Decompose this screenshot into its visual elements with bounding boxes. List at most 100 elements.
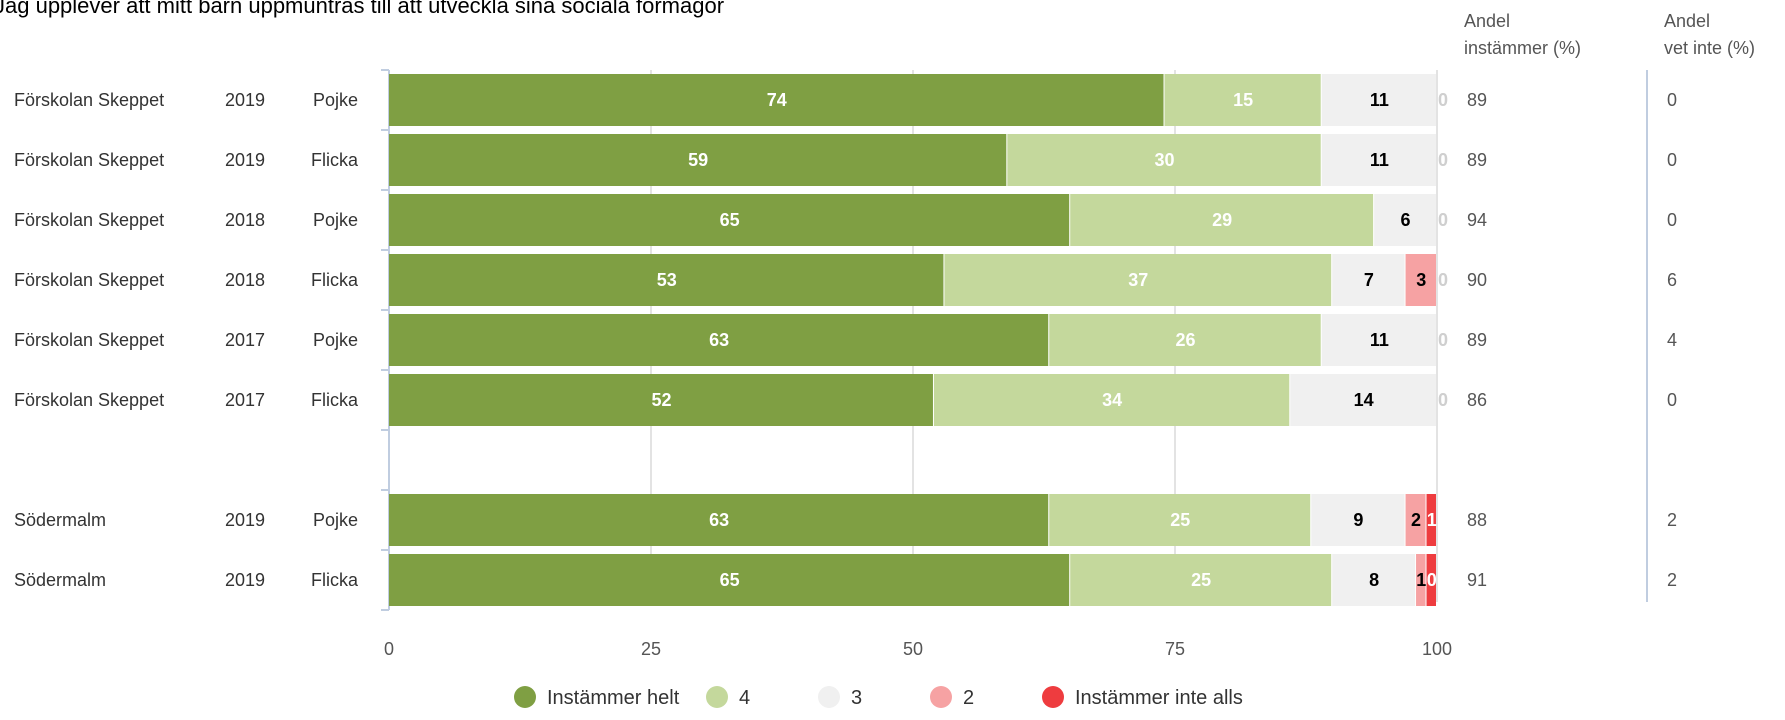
data-label: 0 [1438, 330, 1448, 350]
legend-label: 3 [851, 687, 862, 709]
agree-value: 90 [1467, 270, 1487, 290]
bar-segment [1164, 74, 1321, 126]
row-label-gender: Flicka [311, 270, 359, 290]
bar-segment [1311, 494, 1405, 546]
data-label: 0 [1438, 210, 1448, 230]
x-tick-label: 25 [641, 639, 661, 659]
bar-segment [1426, 494, 1436, 546]
data-label: 52 [651, 390, 671, 410]
data-label: 63 [709, 510, 729, 530]
bar-segment [1405, 494, 1426, 546]
data-label: 26 [1175, 330, 1195, 350]
row-label-unit: Förskolan Skeppet [14, 390, 164, 410]
bar-segment [1405, 254, 1436, 306]
legend-label: 2 [963, 687, 974, 709]
row-label-unit: Förskolan Skeppet [14, 150, 164, 170]
bar-segment [389, 554, 1070, 606]
row-label-year: 2019 [225, 570, 265, 590]
legend-marker [706, 686, 728, 708]
legend-label: Instämmer inte alls [1075, 687, 1243, 709]
data-label: 53 [657, 270, 677, 290]
data-label: 29 [1212, 210, 1232, 230]
row-label-unit: Södermalm [14, 510, 106, 530]
legend-marker [930, 686, 952, 708]
bar-segment [389, 134, 1007, 186]
agree-column-header-line1: Andel [1464, 11, 1510, 31]
data-label: 59 [688, 150, 708, 170]
legend-label: Instämmer helt [547, 687, 680, 709]
data-label: 11 [1370, 150, 1389, 170]
data-label: 37 [1128, 270, 1148, 290]
unknown-column-header-line2: vet inte (%) [1664, 38, 1755, 58]
bar-area: 74 15 11 059 30 11 065 29 6 053 37 7 3 063 26 11 052 34 14… [389, 74, 1448, 606]
unknown-value: 2 [1667, 570, 1677, 590]
agree-value: 94 [1467, 210, 1487, 230]
legend-marker [1042, 686, 1064, 708]
data-label: 11 [1370, 90, 1389, 110]
row-label-unit: Förskolan Skeppet [14, 270, 164, 290]
legend-marker [818, 686, 840, 708]
data-label: 0 [1438, 150, 1448, 170]
row-label-gender: Pojke [313, 330, 358, 350]
data-label: 25 [1191, 570, 1211, 590]
data-label: 11 [1370, 330, 1389, 350]
bar-segment [1070, 194, 1374, 246]
row-label-unit: Förskolan Skeppet [14, 330, 164, 350]
data-label: 1 [1416, 570, 1426, 590]
unknown-value: 0 [1667, 390, 1677, 410]
bar-segment [1321, 74, 1436, 126]
bar-segment [1049, 314, 1321, 366]
row-label-year: 2018 [225, 270, 265, 290]
row-label-gender: Pojke [313, 510, 358, 530]
data-label: 74 [767, 90, 787, 110]
data-label: 63 [709, 330, 729, 350]
bar-segment [389, 254, 944, 306]
row-label-year: 2019 [225, 150, 265, 170]
data-label: 65 [720, 570, 740, 590]
legend: Instämmer helt 4 3 2 Instämmer inte alls [514, 686, 1243, 709]
bar-segment [1070, 554, 1332, 606]
bar-segment [1007, 134, 1321, 186]
data-label: 8 [1369, 570, 1379, 590]
x-tick-label: 0 [384, 639, 394, 659]
x-axis-ticks: 0 25 50 75 100 [384, 639, 1452, 659]
bar-segment [389, 314, 1049, 366]
bar-segment [1321, 134, 1436, 186]
bar-segment [389, 194, 1070, 246]
row-label-unit: Förskolan Skeppet [14, 90, 164, 110]
data-label: 2 [1411, 510, 1421, 530]
row-label-gender: Pojke [313, 90, 358, 110]
row-label-year: 2019 [225, 510, 265, 530]
data-label: 7 [1364, 270, 1374, 290]
data-label: 3 [1416, 270, 1426, 290]
unknown-value: 2 [1667, 510, 1677, 530]
data-label: 15 [1233, 90, 1253, 110]
agree-value: 91 [1467, 570, 1487, 590]
x-tick-label: 50 [903, 639, 923, 659]
bar-segment [1290, 374, 1436, 426]
row-labels: Förskolan Skeppet 2019 Pojke Förskolan Skep… [14, 90, 359, 590]
agree-column-header-line2: instämmer (%) [1464, 38, 1581, 58]
bar-segment [1332, 254, 1405, 306]
bar-segment [1332, 554, 1416, 606]
row-label-gender: Flicka [311, 390, 359, 410]
unknown-column-header-line1: Andel [1664, 11, 1710, 31]
x-tick-label: 75 [1165, 639, 1185, 659]
summary-columns: Andel instämmer (%) Andel vet inte (%) 8… [1464, 11, 1755, 590]
bar-segment [1049, 494, 1311, 546]
bar-segment [389, 374, 933, 426]
unknown-value: 6 [1667, 270, 1677, 290]
unknown-value: 4 [1667, 330, 1677, 350]
agree-value: 89 [1467, 90, 1487, 110]
chart-title: Jag upplever att mitt barn uppmuntras ti… [0, 0, 725, 18]
bar-segment [1426, 554, 1436, 606]
row-label-year: 2018 [225, 210, 265, 230]
bar-segment [1416, 554, 1426, 606]
row-label-gender: Flicka [311, 150, 359, 170]
bar-segment [389, 494, 1049, 546]
data-label: 0 [1438, 90, 1448, 110]
data-label: 0 [1438, 270, 1448, 290]
agree-value: 89 [1467, 330, 1487, 350]
bar-segment [1374, 194, 1436, 246]
